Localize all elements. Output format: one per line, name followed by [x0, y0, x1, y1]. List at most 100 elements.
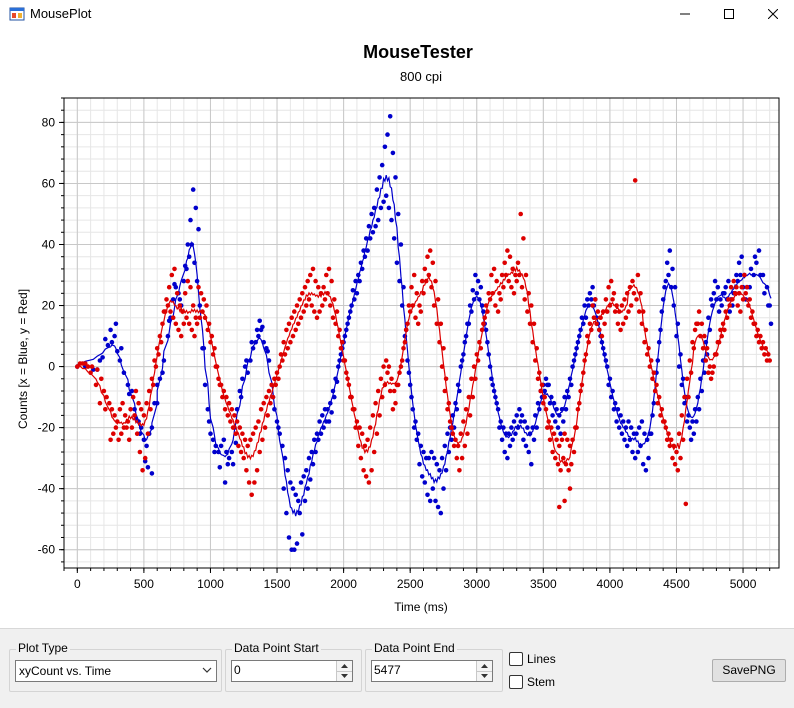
series-1-point: [606, 284, 611, 290]
series-0-point: [181, 278, 187, 284]
series-1-point: [731, 278, 736, 284]
x-tick-label: 2500: [397, 577, 424, 591]
series-0-point: [638, 443, 643, 449]
series-0-point: [696, 407, 702, 412]
series-1-point: [330, 315, 336, 321]
series-0-point: [386, 205, 392, 211]
series-0-point: [300, 532, 305, 537]
series-1-point: [652, 388, 658, 394]
series-0-point: [213, 443, 219, 449]
spin-up-button[interactable]: [337, 661, 352, 672]
series-1-point: [628, 303, 634, 308]
series-0-point: [616, 425, 622, 430]
series-0-point: [702, 370, 707, 376]
series-1-point: [328, 303, 333, 308]
series-1-point: [760, 339, 766, 345]
y-tick-label: 80: [42, 115, 56, 129]
minimize-button[interactable]: [662, 0, 708, 28]
series-1-point: [366, 480, 372, 485]
series-1-point: [401, 346, 406, 351]
series-1-point: [385, 370, 390, 376]
series-1-point: [317, 309, 322, 314]
x-tick-label: 1000: [197, 577, 224, 591]
series-0-point: [768, 321, 774, 327]
series-0-point: [723, 284, 728, 290]
stem-checkbox[interactable]: [509, 675, 523, 689]
series-1-point: [304, 303, 309, 308]
series-1-point: [403, 327, 409, 333]
data-point-start-field[interactable]: [231, 660, 353, 682]
plot-type-select[interactable]: xyCount vs. Time: [15, 660, 217, 682]
close-button[interactable]: [750, 0, 794, 28]
series-0-point: [212, 449, 217, 455]
data-point-end-spinner[interactable]: [476, 661, 492, 681]
series-1-point: [485, 309, 490, 314]
series-0-point: [353, 278, 358, 284]
spin-down-button[interactable]: [337, 671, 352, 681]
series-0-point: [330, 388, 336, 394]
x-tick-label: 1500: [264, 577, 291, 591]
series-1-point: [752, 321, 758, 327]
series-1-point: [198, 291, 204, 296]
series-0-point: [318, 431, 324, 437]
series-1-point: [133, 388, 139, 394]
series-0-point: [350, 288, 356, 293]
series-1-point: [470, 394, 476, 400]
data-point-start-spinner[interactable]: [336, 661, 352, 681]
series-0-point: [531, 437, 537, 443]
series-0-point: [383, 193, 389, 198]
save-png-button[interactable]: SavePNG: [712, 659, 786, 682]
series-0-point: [474, 291, 480, 296]
series-1-point: [113, 425, 119, 430]
data-point-end-field[interactable]: [371, 660, 493, 682]
series-1-point: [177, 303, 183, 308]
series-1-point: [342, 358, 348, 363]
series-0-point: [285, 468, 291, 473]
series-1-point: [449, 425, 454, 430]
series-1-point: [391, 388, 397, 394]
spin-up-button[interactable]: [477, 661, 492, 672]
series-1-point: [702, 333, 707, 339]
data-point-end-input[interactable]: [374, 662, 464, 678]
series-1-point: [675, 468, 681, 473]
series-0-point: [662, 284, 667, 290]
series-0-point: [172, 281, 177, 287]
series-0-point: [518, 419, 523, 424]
series-1-point: [495, 309, 501, 314]
series-1-point: [296, 321, 301, 327]
series-0-point: [674, 333, 679, 339]
series-0-point: [230, 461, 236, 467]
series-1-point: [196, 284, 201, 290]
plot-frame: [63, 97, 780, 569]
series-0-point: [706, 315, 711, 321]
series-0-point: [257, 318, 263, 324]
series-0-point: [748, 266, 754, 272]
lines-checkbox[interactable]: [509, 652, 523, 666]
series-1-point: [466, 394, 472, 400]
series-0-point: [397, 278, 402, 284]
series-0-point: [573, 352, 578, 357]
series-1-point: [566, 468, 571, 473]
data-point-start-input[interactable]: [234, 662, 324, 678]
series-1-point: [750, 309, 755, 314]
series-0-point: [222, 480, 228, 485]
series-0-point: [188, 217, 193, 223]
series-0-point: [767, 303, 772, 308]
series-1-point: [534, 346, 539, 351]
series-0-point: [192, 260, 197, 266]
spin-down-button[interactable]: [477, 671, 492, 681]
series-1-point: [419, 278, 425, 284]
x-tick-label: 3500: [530, 577, 557, 591]
series-1-point: [266, 388, 272, 394]
series-1-point: [565, 437, 570, 443]
series-1-point: [129, 425, 135, 430]
maximize-button[interactable]: [706, 0, 752, 28]
series-1-point: [221, 388, 227, 394]
series-1-point: [726, 297, 731, 302]
series-0-point: [378, 205, 384, 211]
series-1-point: [688, 370, 694, 376]
series-1-point: [120, 400, 125, 406]
series-1-point: [363, 474, 369, 479]
series-1-point: [507, 254, 513, 259]
series-0-point: [571, 358, 577, 363]
